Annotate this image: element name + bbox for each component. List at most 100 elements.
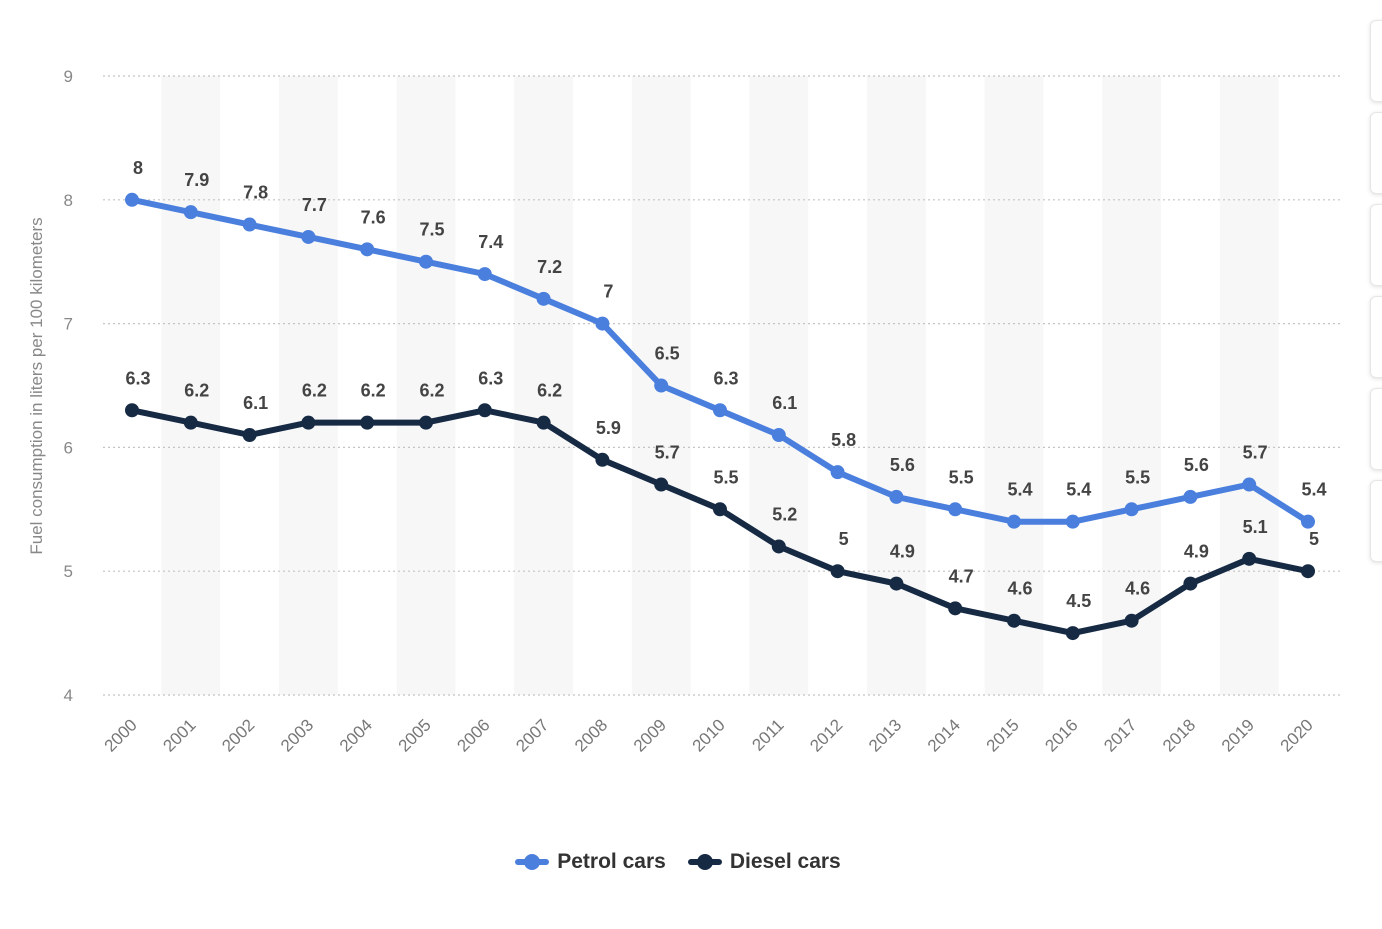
data-label: 5.9 xyxy=(596,418,621,438)
data-label: 5.7 xyxy=(1243,443,1268,463)
data-point xyxy=(125,403,139,418)
data-point xyxy=(183,205,198,220)
y-axis-label: Fuel consumption in liters per 100 kilom… xyxy=(27,217,46,554)
data-label: 6.2 xyxy=(361,381,386,401)
data-point xyxy=(242,217,257,232)
data-point xyxy=(1301,514,1315,529)
y-tick-label: 7 xyxy=(64,315,73,334)
data-label: 6.3 xyxy=(478,368,503,388)
data-point xyxy=(301,229,316,244)
data-labels: 8 7.9 7.8 7.7 7.6 7.5 7.4 7.2 7 6.5 6.3 6.1 5.8 5.6 5.… xyxy=(125,158,1326,611)
data-label: 4.9 xyxy=(890,542,915,562)
data-point xyxy=(1183,576,1198,591)
x-tick-label: 2009 xyxy=(630,715,670,755)
data-point xyxy=(536,415,551,430)
side-toolbar-button-6[interactable] xyxy=(1370,480,1382,562)
y-tick-label: 6 xyxy=(64,438,73,457)
side-toolbar-button-3[interactable] xyxy=(1370,204,1382,286)
y-axis-ticks: 4 5 6 7 8 9 xyxy=(64,67,73,705)
data-label: 7.5 xyxy=(419,220,444,240)
data-point xyxy=(1007,514,1021,529)
column-band xyxy=(279,76,338,695)
y-tick-label: 9 xyxy=(64,67,73,86)
data-label: 5.4 xyxy=(1007,480,1032,500)
data-point xyxy=(477,403,492,418)
data-point xyxy=(595,452,610,467)
data-point xyxy=(771,539,786,554)
legend-label-petrol: Petrol cars xyxy=(557,850,666,873)
data-label: 4.5 xyxy=(1066,591,1091,611)
data-label: 4.7 xyxy=(949,566,974,586)
legend-item-diesel[interactable]: Diesel cars xyxy=(687,850,841,874)
data-label: 6.2 xyxy=(184,381,209,401)
data-label: 6.2 xyxy=(419,381,444,401)
x-tick-label: 2019 xyxy=(1218,715,1258,755)
data-point xyxy=(889,576,904,591)
data-point xyxy=(830,465,845,480)
x-tick-label: 2017 xyxy=(1100,715,1140,755)
series-points xyxy=(125,192,1315,641)
data-label: 7 xyxy=(603,282,613,302)
x-tick-label: 2012 xyxy=(806,715,846,755)
data-point xyxy=(1183,489,1198,504)
data-point xyxy=(713,403,727,418)
column-band xyxy=(749,76,809,695)
data-label: 5.7 xyxy=(655,443,680,463)
data-label: 4.6 xyxy=(1007,579,1032,599)
data-label: 5.5 xyxy=(713,467,738,487)
data-label: 4.6 xyxy=(1125,579,1150,599)
column-band xyxy=(867,76,926,695)
column-band xyxy=(984,76,1044,695)
data-point xyxy=(536,291,551,306)
data-point xyxy=(419,254,433,269)
legend-item-petrol[interactable]: Petrol cars xyxy=(515,850,666,874)
side-toolbar-button-5[interactable] xyxy=(1370,388,1382,470)
data-label: 5.5 xyxy=(1125,467,1150,487)
data-label: 5.5 xyxy=(949,467,974,487)
x-tick-label: 2011 xyxy=(748,715,787,754)
data-label: 5.4 xyxy=(1066,480,1091,500)
x-tick-label: 2004 xyxy=(336,715,376,755)
grid-lines xyxy=(103,75,1340,696)
x-tick-label: 2016 xyxy=(1041,715,1081,755)
legend-swatch-diesel xyxy=(687,854,722,870)
data-point xyxy=(125,192,139,207)
data-point xyxy=(654,378,669,393)
y-tick-label: 8 xyxy=(64,191,73,210)
data-point xyxy=(1007,613,1021,628)
data-label: 6.5 xyxy=(655,344,680,364)
data-label: 8 xyxy=(133,158,143,178)
x-axis-ticks: 2000 2001 2002 2003 2004 2005 2006 2007 2008 2009… xyxy=(101,715,1317,755)
data-label: 6.3 xyxy=(713,368,738,388)
x-tick-label: 2003 xyxy=(277,715,317,755)
x-tick-label: 2001 xyxy=(159,715,199,755)
data-label: 7.2 xyxy=(537,257,562,277)
data-point xyxy=(1124,502,1139,517)
data-point xyxy=(595,316,610,331)
data-label: 5.6 xyxy=(890,455,915,475)
column-band xyxy=(161,76,221,695)
data-label: 5.6 xyxy=(1184,455,1209,475)
data-label: 7.8 xyxy=(243,183,268,203)
data-point xyxy=(1242,477,1257,492)
legend-label-diesel: Diesel cars xyxy=(729,850,841,873)
side-toolbar-button-4[interactable] xyxy=(1370,296,1382,378)
y-tick-label: 4 xyxy=(64,686,73,705)
x-tick-label: 2005 xyxy=(395,715,435,755)
x-tick-label: 2015 xyxy=(983,715,1023,755)
data-label: 5.2 xyxy=(772,504,797,524)
data-point xyxy=(419,415,433,430)
x-tick-label: 2018 xyxy=(1159,715,1199,755)
x-tick-label: 2013 xyxy=(865,715,905,755)
data-point xyxy=(183,415,198,430)
data-label: 6.2 xyxy=(302,381,327,401)
data-point xyxy=(360,415,375,430)
side-toolbar-button-1[interactable] xyxy=(1370,20,1382,102)
data-label: 5 xyxy=(1309,529,1319,549)
x-tick-label: 2007 xyxy=(512,715,552,755)
legend: Petrol cars Diesel cars xyxy=(0,850,1356,874)
side-toolbar-button-2[interactable] xyxy=(1370,112,1382,194)
data-label: 5 xyxy=(839,529,849,549)
data-point xyxy=(654,477,669,492)
